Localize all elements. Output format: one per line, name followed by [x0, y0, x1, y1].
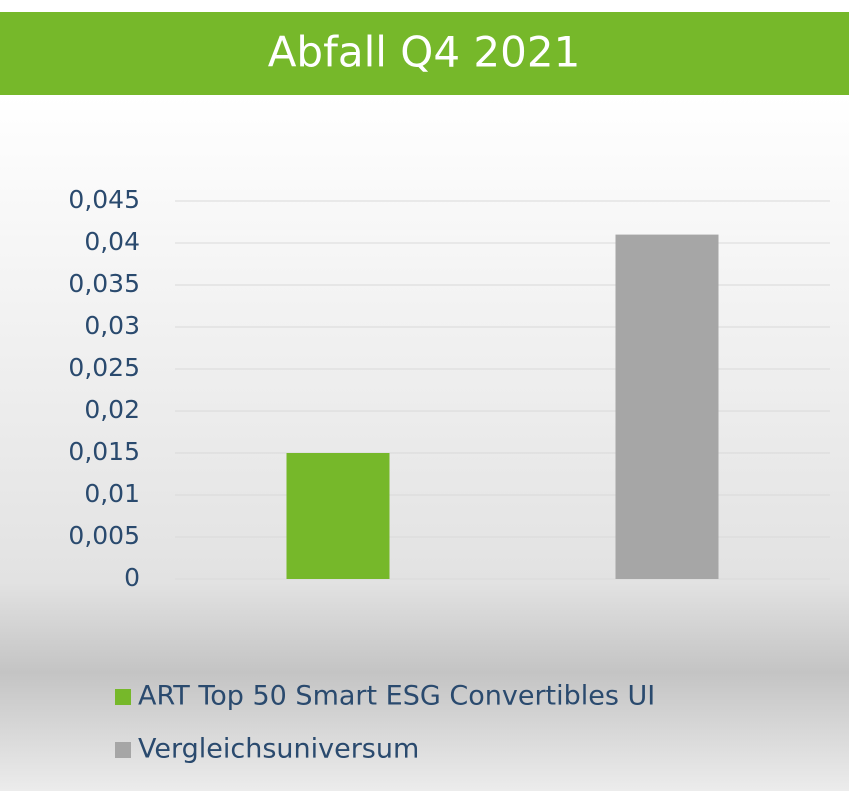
y-tick-label: 0,045	[68, 185, 140, 214]
y-tick-label: 0,005	[68, 521, 140, 550]
legend-label: Vergleichsuniversum	[138, 734, 419, 765]
y-tick-label: 0,015	[68, 437, 140, 466]
y-tick-label: 0,04	[84, 227, 140, 256]
legend-swatch	[115, 689, 131, 705]
bar	[286, 453, 390, 579]
bar	[615, 234, 719, 579]
y-tick-label: 0,035	[68, 269, 140, 298]
header	[0, 12, 849, 95]
y-tick-label: 0,025	[68, 353, 140, 382]
chart-title: Abfall Q4 2021	[268, 28, 581, 77]
legend-swatch	[115, 742, 131, 758]
legend-label: ART Top 50 Smart ESG Convertibles UI	[138, 681, 655, 712]
y-tick-label: 0,01	[84, 479, 140, 508]
y-tick-label: 0	[124, 563, 140, 592]
y-tick-label: 0,03	[84, 311, 140, 340]
y-tick-label: 0,02	[84, 395, 140, 424]
